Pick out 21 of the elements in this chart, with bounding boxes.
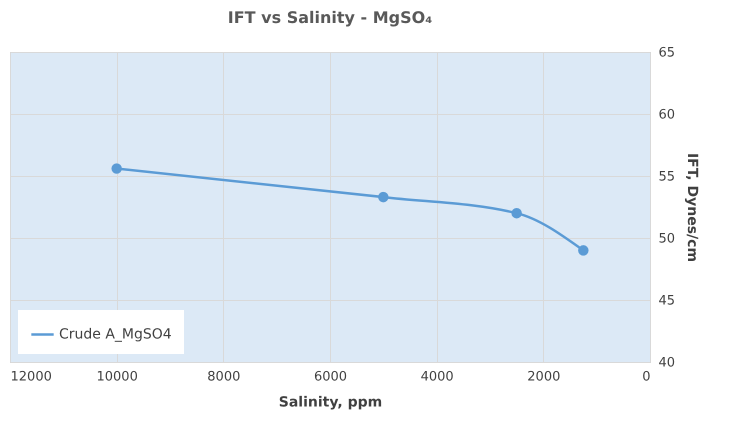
x-axis-title: Salinity, ppm	[278, 394, 382, 410]
x-tick-label: 4000	[420, 370, 454, 384]
x-tick-label: 0	[642, 370, 650, 384]
y-tick-label: 50	[658, 232, 676, 246]
x-tick-label: 6000	[314, 370, 348, 384]
point	[111, 163, 122, 174]
y-tick-label: 40	[658, 356, 676, 370]
y-tick-label: 65	[658, 46, 676, 60]
x-tick-label: 10000	[96, 370, 138, 384]
y-axis-title: IFT, Dynes/cm	[684, 152, 700, 262]
point	[578, 245, 589, 256]
x-tick-label: 2000	[527, 370, 560, 384]
legend-label: Crude A_MgSO4	[59, 326, 172, 342]
y-tick-label: 60	[658, 108, 676, 122]
point	[378, 192, 389, 202]
x-tick-label: 8000	[207, 370, 240, 384]
x-tick-label: 12000	[10, 370, 52, 384]
chart-title: IFT vs Salinity - MgSO₄	[228, 8, 432, 27]
y-tick-label: 45	[658, 294, 676, 308]
point	[511, 208, 522, 218]
y-tick-label: 55	[658, 170, 676, 184]
